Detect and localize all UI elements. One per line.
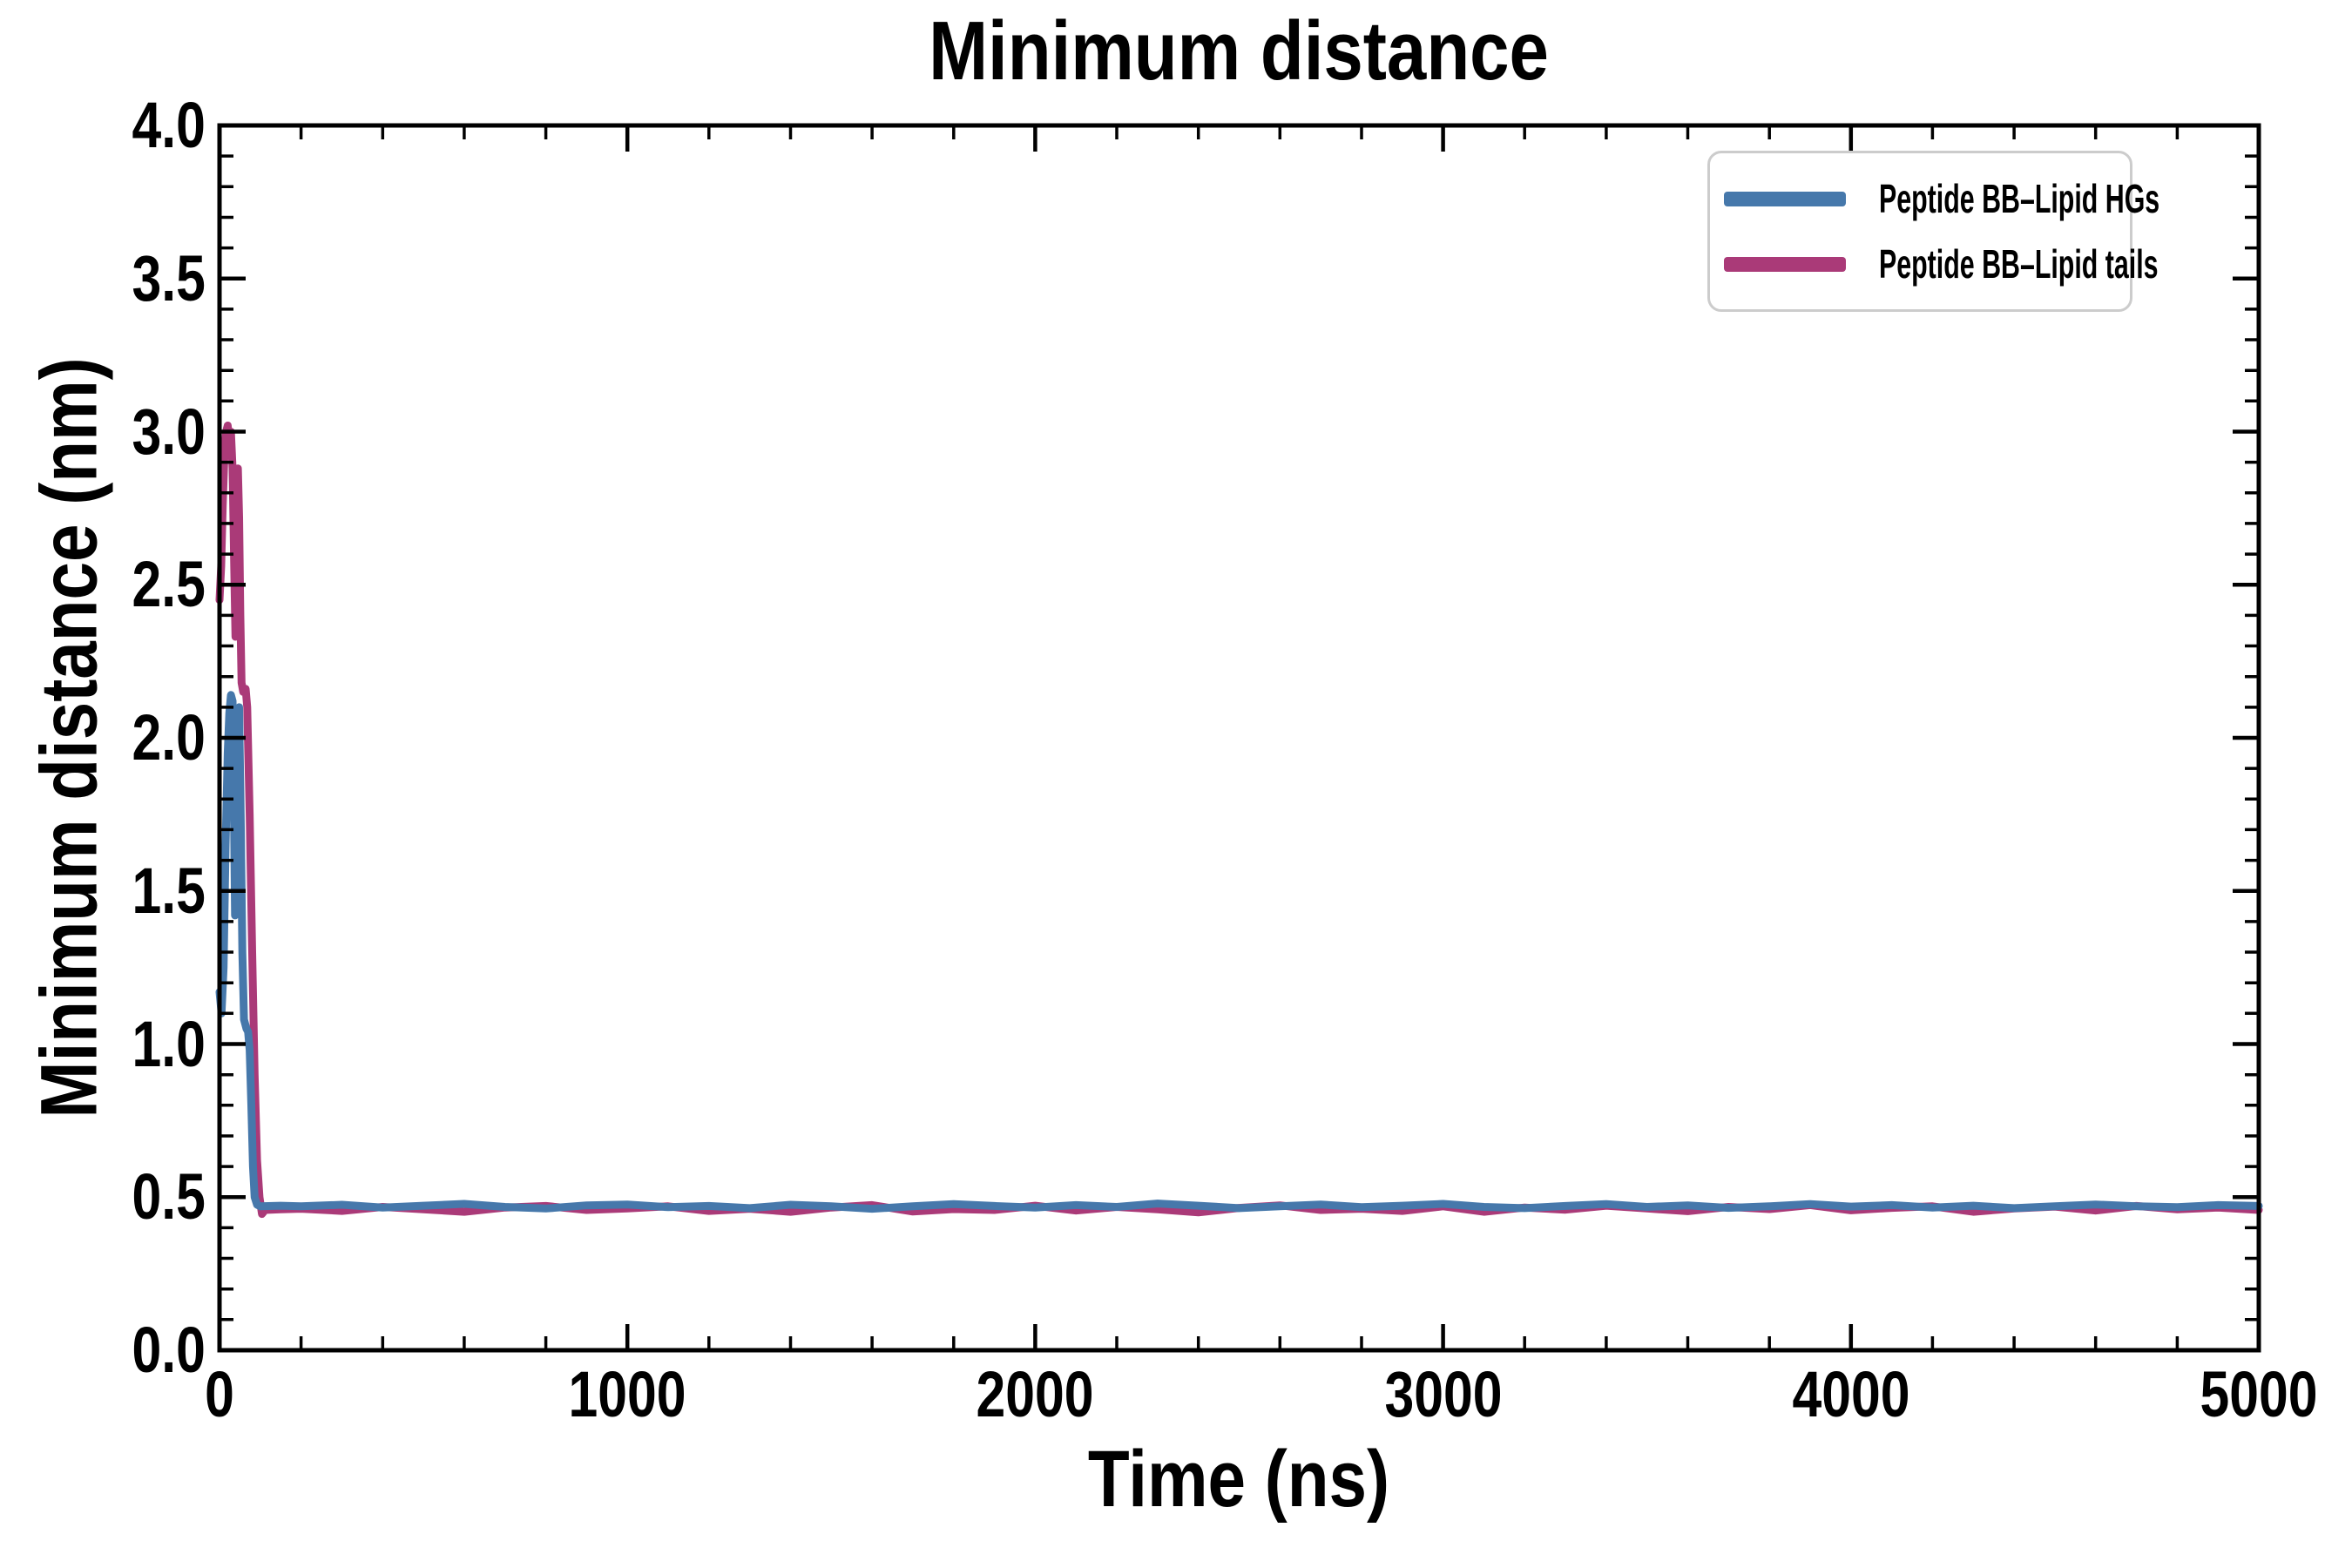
y-tick-label-text: 1.5 [132,854,206,927]
y-tick-label: 0.5 [35,1165,206,1229]
y-tick-label-text: 0.5 [132,1160,206,1233]
x-tick-label: 1000 [556,1362,700,1427]
y-tick-label-text: 1.0 [132,1007,206,1080]
x-tick-label: 0 [201,1362,237,1427]
y-tick-label: 2.0 [35,706,206,770]
legend-item: Peptide BB–Lipid tails [1724,244,2159,284]
x-tick-label: 2000 [963,1362,1107,1427]
series-line-1 [215,422,2263,1219]
chart-title-text: Minimum distance [929,4,1549,98]
y-tick-label-text: 2.5 [132,548,206,621]
y-tick-label: 1.0 [35,1007,206,1080]
major-ticks [217,123,2261,1353]
legend: Peptide BB–Lipid HGs Peptide BB–Lipid ta… [1707,151,2159,312]
y-tick-label: 2.5 [35,552,206,617]
y-tick-label-text: 2.0 [132,701,206,774]
x-tick-label-text: 0 [205,1358,234,1430]
legend-swatch-magenta [1724,256,1846,272]
x-tick-label: 5000 [2187,1362,2331,1427]
x-tick-label: 3000 [1371,1362,1515,1427]
y-tick-label-text: 3.0 [132,395,206,468]
x-tick-label-text: 3000 [1384,1358,1503,1430]
legend-item: Peptide BB–Lipid HGs [1724,179,2159,219]
legend-swatch-blue [1724,191,1846,206]
y-tick-label: 4.0 [35,93,206,158]
x-tick-label-text: 1000 [568,1358,686,1430]
chart-title: Minimum distance [874,5,1603,98]
minor-ticks [220,125,2259,1350]
y-tick-label-text: 3.5 [132,241,206,314]
legend-label: Peptide BB–Lipid tails [1879,241,2159,287]
y-tick-label: 0.0 [35,1318,206,1382]
x-axis-label-text: Time (ns) [1087,1435,1390,1524]
y-tick-label-text: 4.0 [132,89,206,161]
x-tick-label-text: 4000 [1792,1358,1910,1430]
y-tick-label: 1.5 [35,854,206,927]
x-tick-label: 4000 [1779,1362,1923,1427]
y-tick-label-text: 0.0 [132,1314,206,1386]
y-tick-label: 3.0 [35,395,206,468]
x-axis-label: Time (ns) [1061,1435,1416,1524]
y-tick-label: 3.5 [35,241,206,314]
legend-label: Peptide BB–Lipid HGs [1879,176,2160,221]
series-line-0 [215,691,2263,1213]
x-tick-label-text: 2000 [976,1358,1094,1430]
x-tick-label-text: 5000 [2200,1358,2318,1430]
